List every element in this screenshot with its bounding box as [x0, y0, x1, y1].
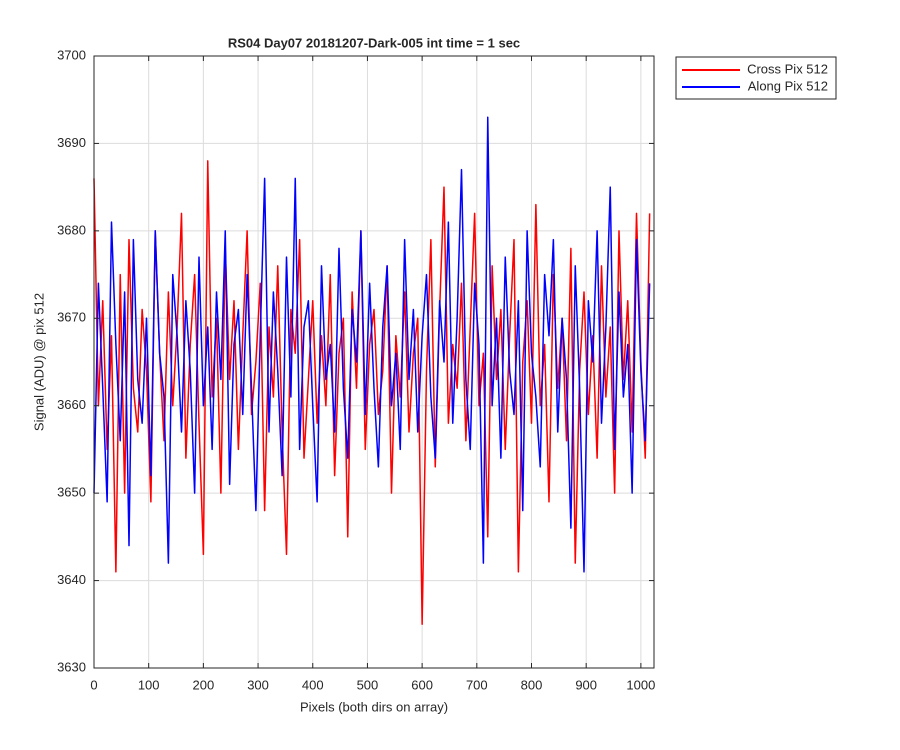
x-tick-label: 1000 [626, 677, 655, 692]
ticks: 0 100 200 300 400 500 600 700 800 900 1000 3630 3640… [57, 47, 655, 692]
x-tick-label: 200 [193, 677, 215, 692]
legend-box [675, 56, 837, 100]
x-tick-label: 500 [357, 677, 379, 692]
y-tick-label: 3660 [57, 397, 86, 412]
x-tick-label: 100 [138, 677, 160, 692]
y-tick-label: 3680 [57, 222, 86, 237]
x-tick-label: 900 [575, 677, 597, 692]
y-tick-label: 3640 [57, 572, 86, 587]
x-tick-label: 800 [521, 677, 543, 692]
series-line [93, 116, 651, 573]
lines [93, 116, 651, 626]
legend-label: Along Pix 512 [748, 78, 828, 93]
x-tick-label: 300 [247, 677, 269, 692]
legend-label: Cross Pix 512 [747, 61, 828, 76]
x-tick-label: 700 [466, 677, 488, 692]
y-tick-label: 3650 [57, 485, 86, 500]
chart-title: RS04 Day07 20181207-Dark-005 int time = … [228, 35, 520, 50]
y-axis-label: Signal (ADU) @ pix 512 [31, 293, 46, 431]
x-axis-label: Pixels (both dirs on array) [300, 699, 448, 714]
x-tick-label: 600 [411, 677, 433, 692]
y-tick-label: 3690 [57, 135, 86, 150]
x-tick-label: 400 [302, 677, 324, 692]
y-tick-label: 3700 [57, 47, 86, 62]
axes-box [93, 55, 655, 669]
y-tick-label: 3630 [57, 659, 86, 674]
y-tick-label: 3670 [57, 310, 86, 325]
x-tick-label: 0 [90, 677, 97, 692]
legend: Cross Pix 512 Along Pix 512 [675, 56, 837, 100]
